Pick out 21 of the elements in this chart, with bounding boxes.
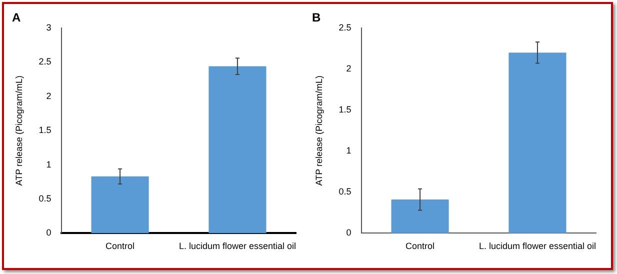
x-tick-label: L. lucidum flower essential oil — [178, 241, 296, 252]
y-tick-label: 1 — [46, 159, 52, 170]
y-tick-label: 0.5 — [338, 186, 352, 197]
y-tick-label: 2 — [46, 90, 52, 101]
y-tick-label: 1.5 — [338, 104, 352, 115]
y-tick-label: 3 — [46, 22, 52, 32]
y-tick-label: 0 — [346, 228, 352, 238]
chart-title: A — [12, 10, 21, 24]
y-tick-label: 0 — [46, 228, 52, 238]
y-tick-label: 1 — [346, 146, 352, 156]
y-tick-label: 1.5 — [38, 125, 52, 136]
y-tick-label: 0.5 — [38, 193, 52, 204]
y-tick-label: 2.5 — [38, 56, 52, 67]
y-tick-label: 2.5 — [338, 22, 352, 32]
x-tick-label: L. lucidum flower essential oil — [478, 241, 596, 252]
chart-title: B — [312, 10, 321, 24]
y-axis-title: ATP release (Picogram/mL) — [14, 75, 24, 186]
x-tick-label: Control — [106, 241, 135, 252]
x-tick-label: Control — [406, 241, 435, 252]
y-axis-title: ATP release (Picogram/mL) — [314, 75, 324, 186]
y-tick-label: 2 — [346, 64, 352, 74]
